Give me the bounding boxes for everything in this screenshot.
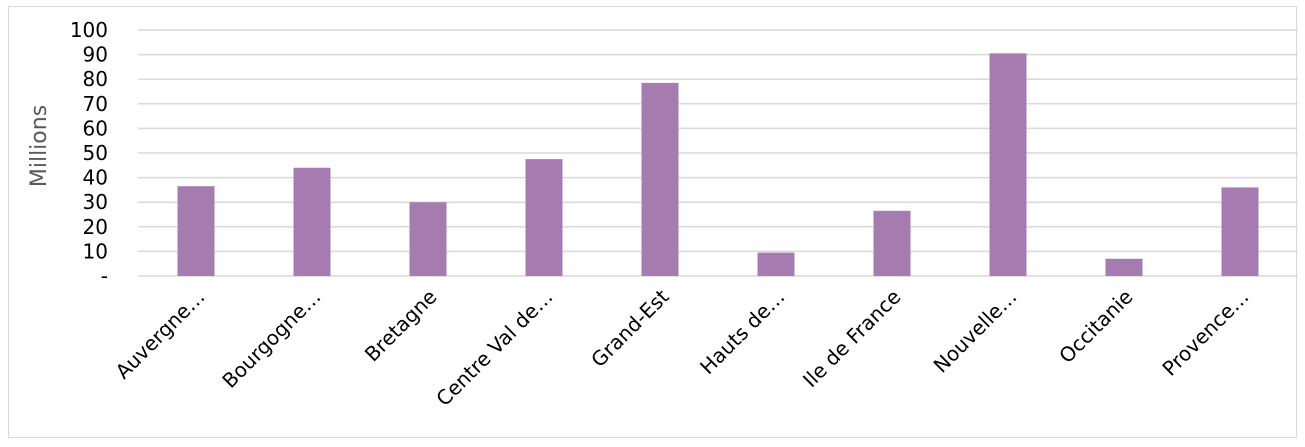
bar-2 xyxy=(293,167,331,276)
x-category-label: Grand-Est xyxy=(586,284,673,371)
y-tick-label: 90 xyxy=(83,43,108,67)
bar-5 xyxy=(641,82,679,276)
y-tick-label: 60 xyxy=(83,116,108,140)
y-tick-label: - xyxy=(101,264,108,288)
x-category-label: Occitanie xyxy=(1054,285,1137,368)
y-tick-label: 30 xyxy=(83,190,108,214)
gridlines xyxy=(138,29,1298,277)
bar-6 xyxy=(757,252,795,276)
x-category-label: Auvergne… xyxy=(111,285,210,384)
x-category-label: Nouvelle… xyxy=(929,285,1022,378)
x-category-label: Bretagne xyxy=(360,285,442,367)
y-tick-label: 50 xyxy=(83,141,108,165)
bar-1 xyxy=(177,186,215,276)
x-category-label: Centre Val de… xyxy=(431,285,557,411)
bar-4 xyxy=(525,159,563,276)
x-category-label: Hauts de… xyxy=(695,285,789,379)
bar-10 xyxy=(1221,187,1259,276)
x-category-label: Provence… xyxy=(1157,285,1253,381)
y-tick-label: 10 xyxy=(83,239,108,263)
y-tick-label: 100 xyxy=(70,18,108,42)
bar-3 xyxy=(409,202,447,276)
bars xyxy=(177,53,1259,277)
y-tick-label: 80 xyxy=(83,67,108,91)
x-category-label: Bourgogne… xyxy=(217,285,325,393)
y-axis-title: Millions xyxy=(27,105,52,187)
y-tick-label: 40 xyxy=(83,166,108,190)
bar-7 xyxy=(873,210,911,276)
x-category-label: Ile de France xyxy=(798,285,905,392)
bar-8 xyxy=(989,53,1027,277)
bar-9 xyxy=(1105,258,1143,276)
y-tick-label: 70 xyxy=(83,92,108,116)
y-tick-label: 20 xyxy=(83,215,108,239)
